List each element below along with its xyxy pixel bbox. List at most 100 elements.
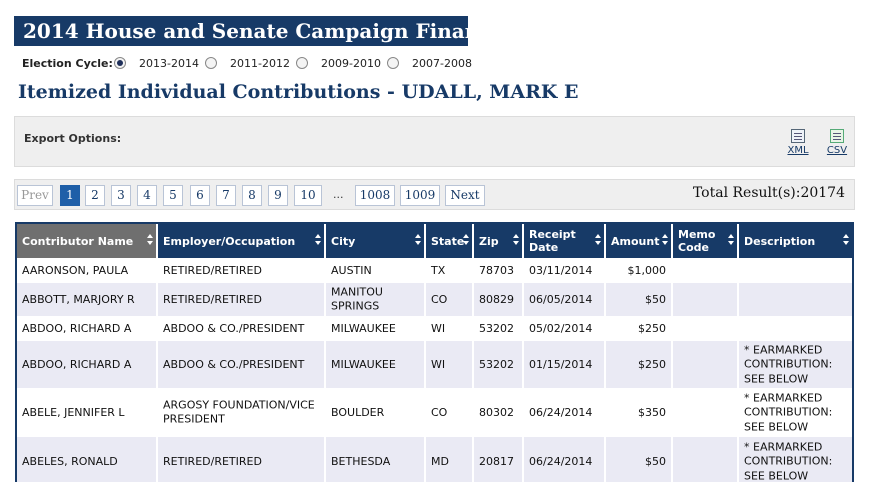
cell-state: CO: [426, 388, 474, 437]
contributions-table: Contributor Name Employer/Occupation Cit…: [15, 222, 854, 482]
cell-city: AUSTIN: [326, 258, 426, 283]
cell-text: MILWAUKEE: [331, 357, 396, 371]
table-row: ABELE, JENNIFER L ARGOSY FOUNDATION/VICE …: [17, 388, 852, 437]
cell-memo-code: [673, 388, 739, 437]
cell-text: 53202: [479, 321, 514, 335]
page-title: 2014 House and Senate Campaign Finance: [23, 19, 505, 43]
cell-text: 53202: [479, 357, 514, 371]
cell-receipt-date: 05/02/2014: [524, 316, 606, 341]
radio-label-2011-2012[interactable]: 2011-2012: [230, 57, 290, 70]
column-header-memo-code[interactable]: Memo Code: [673, 224, 739, 258]
cell-amount: $350: [606, 388, 673, 437]
column-header-amount[interactable]: Amount: [606, 224, 673, 258]
cell-text: AUSTIN: [331, 263, 372, 277]
cell-contributor-name: ABELE, JENNIFER L: [17, 388, 158, 437]
column-header-label: Receipt Date: [529, 228, 576, 254]
column-header-description[interactable]: Description: [739, 224, 852, 258]
election-cycle-label: Election Cycle:: [22, 57, 113, 70]
cell-city: MILWAUKEE: [326, 316, 426, 341]
cell-zip: 53202: [474, 316, 524, 341]
export-csv-link[interactable]: CSV: [822, 129, 852, 156]
cell-employer-occupation: RETIRED/RETIRED: [158, 437, 326, 482]
cell-text: WI: [431, 321, 446, 335]
cell-receipt-date: 06/05/2014: [524, 283, 606, 316]
cell-amount: $50: [606, 283, 673, 316]
next-page-button[interactable]: Next: [445, 185, 485, 206]
cell-amount: $1,000: [606, 258, 673, 283]
cell-memo-code: [673, 283, 739, 316]
sort-icon: [147, 234, 153, 246]
cell-text: ABELE, JENNIFER L: [22, 405, 125, 419]
radio-cycle-2007-2008[interactable]: [387, 57, 399, 69]
cell-text: $250: [638, 321, 666, 335]
radio-cycle-2013-2014[interactable]: [114, 57, 126, 69]
total-results: Total Result(s):20174: [692, 185, 845, 201]
sort-icon: [463, 234, 469, 246]
column-header-city[interactable]: City: [326, 224, 426, 258]
radio-label-2013-2014[interactable]: 2013-2014: [139, 57, 199, 70]
cell-text: * EARMARKED CONTRIBUTION: SEE BELOW: [744, 342, 833, 385]
table-row: ABDOO, RICHARD A ABDOO & CO./PRESIDENT MIL…: [17, 316, 852, 341]
radio-label-2007-2008[interactable]: 2007-2008: [412, 57, 472, 70]
cell-text: RETIRED/RETIRED: [163, 263, 262, 277]
cell-text: MANITOU SPRINGS: [331, 285, 383, 313]
cell-zip: 20817: [474, 437, 524, 482]
page-button-2[interactable]: 2: [85, 185, 105, 206]
page-button-5[interactable]: 5: [163, 185, 183, 206]
prev-page-button[interactable]: Prev: [17, 185, 53, 206]
page-button-8[interactable]: 8: [242, 185, 262, 206]
cell-text: BETHESDA: [331, 454, 391, 468]
radio-cycle-2009-2010[interactable]: [296, 57, 308, 69]
cell-city: BOULDER: [326, 388, 426, 437]
export-xml-link[interactable]: XML: [783, 129, 813, 156]
radio-label-2009-2010[interactable]: 2009-2010: [321, 57, 381, 70]
cell-memo-code: [673, 316, 739, 341]
page-button-7[interactable]: 7: [216, 185, 236, 206]
cell-receipt-date: 06/24/2014: [524, 388, 606, 437]
page-button-4[interactable]: 4: [137, 185, 157, 206]
sort-icon: [513, 234, 519, 246]
page-button-6[interactable]: 6: [190, 185, 210, 206]
page-button-10[interactable]: 10: [294, 185, 322, 206]
cell-zip: 80829: [474, 283, 524, 316]
cell-text: $250: [638, 357, 666, 371]
cell-text: 78703: [479, 263, 514, 277]
cell-text: $50: [645, 292, 666, 306]
column-header-receipt-date[interactable]: Receipt Date: [524, 224, 606, 258]
cell-text: 06/24/2014: [529, 405, 593, 419]
page-button-9[interactable]: 9: [268, 185, 288, 206]
column-header-zip[interactable]: Zip: [474, 224, 524, 258]
column-header-contributor-name[interactable]: Contributor Name: [17, 224, 158, 258]
cell-amount: $250: [606, 341, 673, 388]
cell-memo-code: [673, 341, 739, 388]
column-header-label: Memo Code: [678, 228, 716, 254]
sort-icon: [728, 234, 734, 246]
cell-text: $350: [638, 405, 666, 419]
page-button-3[interactable]: 3: [111, 185, 131, 206]
page-button-1009[interactable]: 1009: [400, 185, 440, 206]
cell-text: ABBOTT, MARJORY R: [22, 292, 135, 306]
column-header-state[interactable]: State: [426, 224, 474, 258]
cell-memo-code: [673, 437, 739, 482]
cell-text: BOULDER: [331, 405, 385, 419]
cell-text: 06/05/2014: [529, 292, 593, 306]
cell-text: $1,000: [627, 263, 667, 277]
radio-cycle-2011-2012[interactable]: [205, 57, 217, 69]
cell-employer-occupation: RETIRED/RETIRED: [158, 283, 326, 316]
column-header-label: Contributor Name: [22, 235, 134, 248]
sort-icon: [595, 234, 601, 246]
cell-employer-occupation: ARGOSY FOUNDATION/VICE PRESIDENT: [158, 388, 326, 437]
page-button-1[interactable]: 1: [60, 185, 80, 206]
cell-employer-occupation: ABDOO & CO./PRESIDENT: [158, 316, 326, 341]
page-button-1008[interactable]: 1008: [355, 185, 395, 206]
cell-text: TX: [431, 263, 446, 277]
cell-text: ABDOO & CO./PRESIDENT: [163, 321, 305, 335]
cell-state: CO: [426, 283, 474, 316]
sort-icon: [662, 234, 668, 246]
column-header-employer-occupation[interactable]: Employer/Occupation: [158, 224, 326, 258]
cell-text: CO: [431, 405, 448, 419]
cell-text: ABDOO, RICHARD A: [22, 357, 132, 371]
cell-text: CO: [431, 292, 448, 306]
column-header-label: City: [331, 235, 356, 248]
export-csv-label: CSV: [826, 145, 848, 156]
